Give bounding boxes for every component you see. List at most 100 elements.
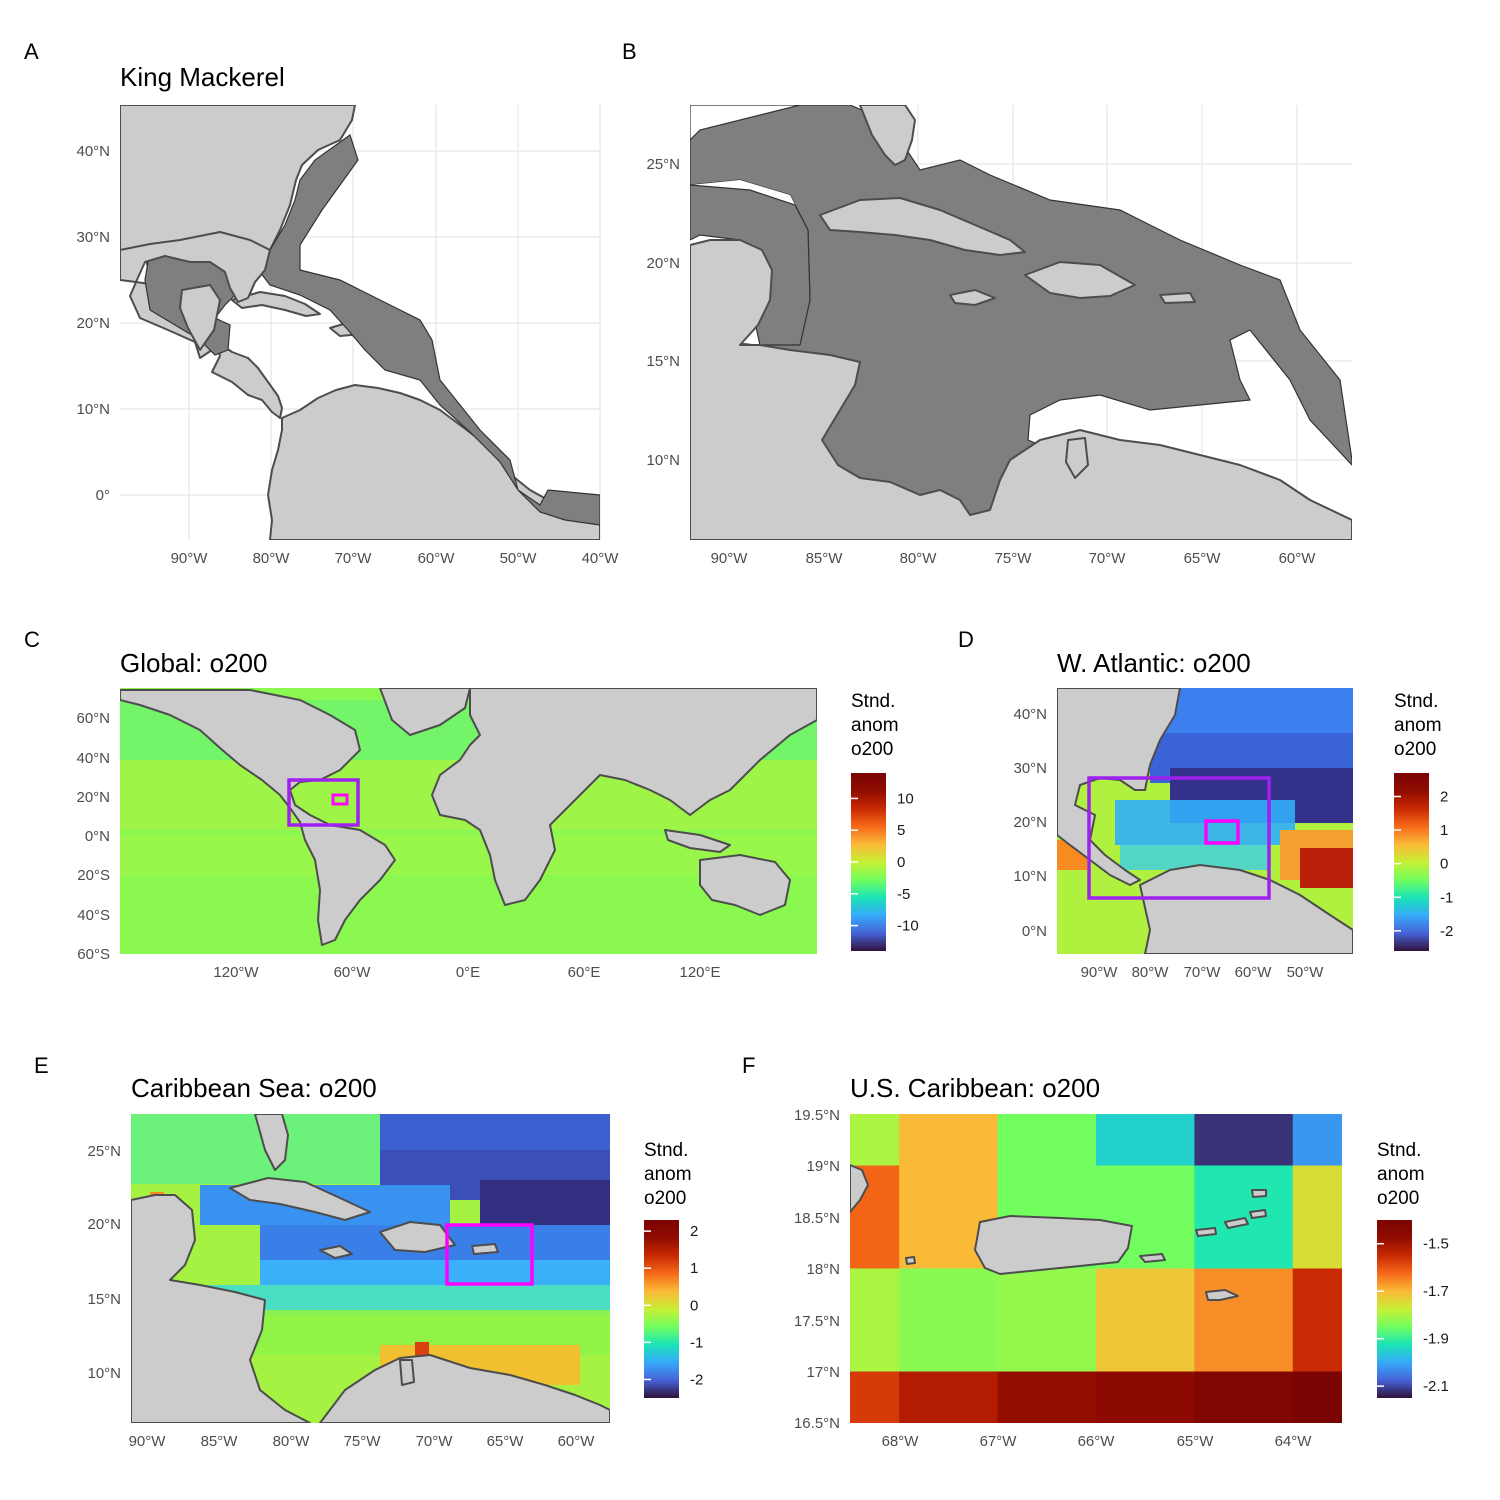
x-tick: 90°W — [711, 550, 749, 567]
panel-e: E Caribbean Sea: o200 — [34, 1053, 703, 1450]
y-tick: 60°S — [77, 946, 110, 963]
eurasia-africa-land — [431, 688, 817, 906]
greenland-land — [379, 688, 471, 736]
cuba-land — [231, 291, 321, 317]
y-tick: 20°N — [646, 255, 680, 272]
y-tick: 18.5°N — [794, 1210, 840, 1227]
jamaica-land — [319, 1245, 353, 1259]
y-tick: 40°S — [77, 907, 110, 924]
colorbar-title: anom — [851, 715, 899, 736]
colorbar-ticks: -1.5 -1.7 -1.9 -2.1 — [1377, 1236, 1449, 1395]
colorbar-title: Stnd. — [851, 691, 895, 712]
florida-land — [254, 1114, 289, 1171]
x-tick: 50°W — [500, 550, 538, 567]
colorbar-ticks: 2 1 0 -1 -2 — [1394, 789, 1453, 940]
heatmap-cell — [997, 1165, 1097, 1218]
x-tick: 70°W — [335, 550, 373, 567]
y-tick: 40°N — [1013, 706, 1047, 723]
x-axis-labels: 120°W 60°W 0°E 60°E 120°E — [213, 964, 720, 981]
y-tick: 15°N — [87, 1291, 121, 1308]
colorbar-title: o200 — [644, 1188, 686, 1209]
y-axis-labels: 10°N 15°N 20°N 25°N — [87, 1143, 121, 1382]
panel-letter: A — [24, 39, 39, 64]
y-tick: 40°N — [76, 750, 110, 767]
puerto-rico-land — [974, 1215, 1133, 1275]
colorbar-title: anom — [1377, 1164, 1425, 1185]
x-tick: 60°W — [334, 964, 372, 981]
y-tick: 0°N — [1022, 923, 1047, 940]
colorbar-ticks: 10 5 0 -5 -10 — [851, 790, 919, 935]
heatmap-cell — [850, 1217, 900, 1269]
heatmap-cell — [1292, 1217, 1342, 1269]
y-tick: 15°N — [646, 353, 680, 370]
x-axis-labels: 90°W 80°W 70°W 60°W 50°W 40°W — [171, 550, 620, 567]
x-tick: 120°W — [213, 964, 259, 981]
hispaniola-edge-land — [850, 1164, 869, 1213]
heatmap-cell — [1194, 1114, 1294, 1166]
colorbar-tick-label: 0 — [1440, 856, 1448, 873]
colorbar: Stnd. anom o200 -1.5 -1.7 -1.9 -2.1 — [1377, 1140, 1449, 1398]
central-america-land — [690, 239, 1352, 540]
colorbar-title: Stnd. — [644, 1140, 688, 1161]
south-america-land — [1139, 864, 1353, 954]
americas-land — [120, 689, 396, 946]
y-tick: 25°N — [87, 1143, 121, 1160]
colorbar-title: o200 — [1377, 1188, 1419, 1209]
colorbar-title: Stnd. — [1394, 691, 1438, 712]
x-tick: 64°W — [1275, 1433, 1313, 1450]
colorbar-title: o200 — [1394, 739, 1436, 760]
colorbar-gradient — [1394, 773, 1429, 951]
australia-land — [699, 854, 791, 916]
colorbar-title: Stnd. — [1377, 1140, 1421, 1161]
us-caribbean-box — [1204, 819, 1240, 845]
y-axis-labels: 10°N 15°N 20°N 25°N — [646, 156, 680, 469]
heatmap-cell — [899, 1320, 999, 1372]
colorbar-tick-label: -1 — [1440, 889, 1453, 906]
heatmap-cell — [1096, 1268, 1195, 1321]
panel-b: B 10°N 15°N 20°N 25°N — [622, 39, 1352, 567]
colorbar-tick-label: 1 — [1440, 822, 1448, 839]
panel-title: King Mackerel — [120, 62, 285, 92]
puerto-rico-land — [471, 1243, 499, 1255]
y-tick: 20°S — [77, 867, 110, 884]
heatmap-cell — [1194, 1320, 1294, 1372]
colorbar-title: anom — [1394, 715, 1442, 736]
y-tick: 20°N — [76, 315, 110, 332]
heatmap-cell — [1096, 1371, 1195, 1423]
x-tick: 67°W — [980, 1433, 1018, 1450]
y-tick: 20°N — [76, 789, 110, 806]
cuba-land — [819, 197, 1026, 256]
indonesia-land — [664, 829, 731, 853]
colorbar-tick-label: -1.5 — [1423, 1236, 1449, 1253]
y-tick: 10°N — [1013, 868, 1047, 885]
y-tick: 20°N — [87, 1216, 121, 1233]
heatmap-cell — [1292, 1320, 1342, 1372]
heatmap-cell — [997, 1268, 1097, 1321]
y-tick: 30°N — [76, 229, 110, 246]
panel-title: U.S. Caribbean: o200 — [850, 1073, 1100, 1103]
colorbar-tick-label: -2 — [690, 1371, 703, 1388]
x-tick: 120°E — [679, 964, 720, 981]
colorbar-tick-label: 10 — [897, 790, 914, 807]
y-tick: 20°N — [1013, 814, 1047, 831]
heatmap-cell — [1194, 1165, 1294, 1218]
heatmap-cell — [997, 1371, 1097, 1423]
st-croix-land — [1205, 1289, 1239, 1301]
colorbar-tick-label: -1.7 — [1423, 1283, 1449, 1300]
x-tick: 65°W — [1177, 1433, 1215, 1450]
yucatan-land — [179, 284, 221, 351]
colorbar-tick-label: -2.1 — [1423, 1378, 1449, 1395]
south-america-land — [267, 384, 600, 540]
y-tick: 60°N — [76, 710, 110, 727]
hispaniola-land — [1024, 261, 1136, 299]
heatmap-cell — [850, 1320, 900, 1372]
heatmap-cell — [850, 1268, 900, 1321]
x-tick: 80°W — [1132, 964, 1170, 981]
colorbar-tick-label: -2 — [1440, 923, 1453, 940]
puerto-rico-land — [1159, 292, 1196, 304]
y-tick: 18°N — [806, 1261, 840, 1278]
heatmap-cell — [1096, 1165, 1195, 1218]
panel-letter: F — [742, 1053, 755, 1078]
x-tick: 80°W — [900, 550, 938, 567]
heatmap-cell — [1292, 1165, 1342, 1218]
